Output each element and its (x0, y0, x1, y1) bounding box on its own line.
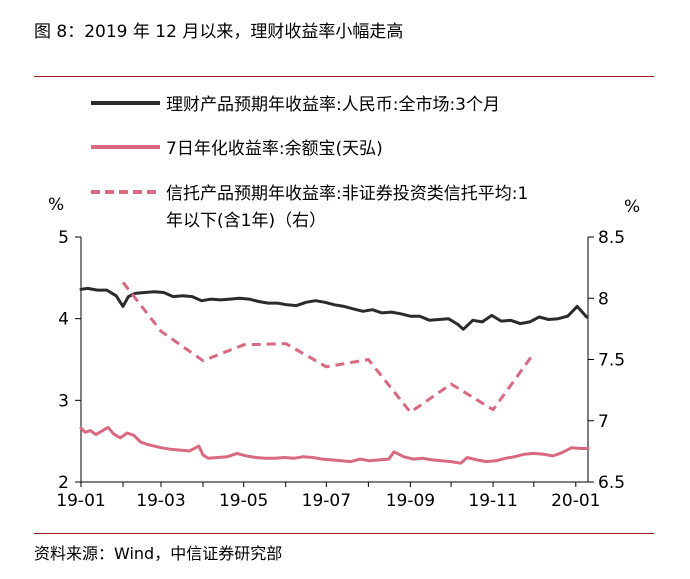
right-tick-label: 6.5 (598, 473, 625, 493)
right-tick-label: 8 (598, 289, 609, 309)
legend-label-wealth-3m: 理财产品预期年收益率:人民币:全市场:3个月 (166, 95, 500, 115)
left-axis-ticks: 2 3 4 5 (58, 228, 81, 493)
top-divider (34, 76, 654, 77)
left-tick-label: 4 (58, 310, 69, 330)
left-tick-label: 5 (58, 228, 69, 248)
source-note: 资料来源：Wind，中信证券研究部 (34, 544, 283, 563)
bottom-divider (34, 533, 654, 534)
right-tick-label: 8.5 (598, 228, 625, 248)
legend-entry-wealth-3m: 理财产品预期年收益率:人民币:全市场:3个月 (91, 95, 500, 115)
legend-entry-yuebao: 7日年化收益率:余额宝(天弘) (91, 139, 383, 159)
legend-entry-trust: 信托产品预期年收益率:非证券投资类信托平均:1 年以下(含1年)（右） (91, 184, 528, 231)
x-tick-label: 19-07 (302, 491, 351, 511)
x-tick-label: 19-01 (56, 491, 105, 511)
left-tick-label: 3 (58, 391, 69, 411)
legend-label-yuebao: 7日年化收益率:余额宝(天弘) (166, 139, 383, 159)
x-tick-label: 19-11 (468, 491, 517, 511)
series-line-wealth-3m (79, 286, 589, 331)
right-tick-label: 7.5 (598, 351, 625, 371)
series-line-yuebao (79, 425, 590, 465)
right-axis-unit: % (624, 197, 640, 217)
series-line-trust (121, 281, 536, 414)
legend: 理财产品预期年收益率:人民币:全市场:3个月 7日年化收益率:余额宝(天弘) 信… (91, 95, 528, 231)
figure-title: 图 8：2019 年 12 月以来，理财收益率小幅走高 (34, 22, 404, 42)
left-tick-label: 2 (58, 473, 69, 493)
legend-label-trust-line2: 年以下(含1年)（右） (166, 211, 326, 231)
series-layer (79, 281, 590, 465)
x-tick-label: 19-03 (136, 491, 185, 511)
x-tick-label: 20-01 (551, 491, 600, 511)
x-axis-ticks: 19-01 19-03 19-05 19-07 19-09 19-11 20-01 (56, 482, 601, 511)
x-tick-label: 19-05 (219, 491, 268, 511)
x-tick-label: 19-09 (386, 491, 435, 511)
left-axis-unit: % (48, 195, 64, 215)
right-tick-label: 7 (598, 412, 609, 432)
legend-label-trust-line1: 信托产品预期年收益率:非证券投资类信托平均:1 (166, 184, 528, 204)
right-axis-ticks: 6.5 7 7.5 8 8.5 (588, 228, 625, 493)
